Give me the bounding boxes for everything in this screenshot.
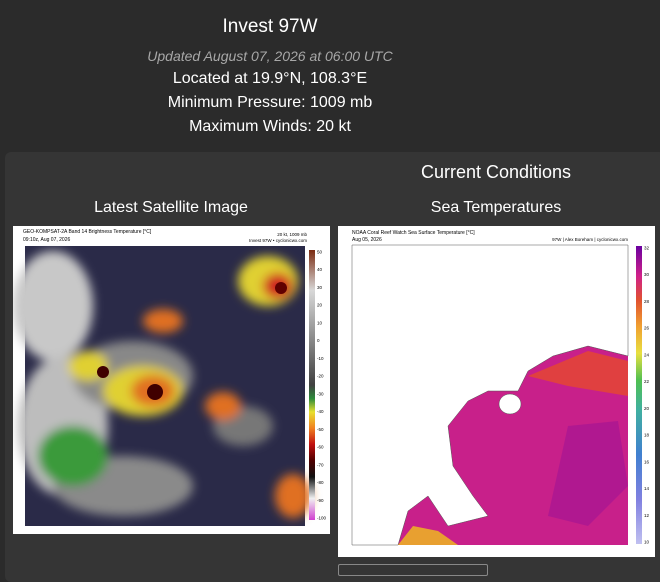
sst-title: Sea Temperatures [430,199,562,216]
image-title: NOAA Coral Reef Watch Sea Surface Temper… [352,230,475,236]
colorbar-label: 30 [644,272,650,277]
colorbar-label: -10 [317,356,324,361]
colorbar-label: 24 [644,352,650,357]
colorbar [636,246,642,544]
colorbar-label: -80 [317,480,324,485]
colorbar-label: 18 [644,433,650,438]
colorbar-label: -40 [317,409,324,414]
colorbar-label: 22 [644,379,650,384]
satellite-image[interactable]: GEO-KOMPSAT-2A Band 14 Brightness Temper… [13,226,330,534]
section-title: Current Conditions [420,162,572,182]
colorbar-label: -60 [317,445,324,450]
colorbar-label: 40 [317,267,323,272]
colorbar-label: -90 [317,498,324,503]
colorbar [309,250,315,520]
colorbar-label: -50 [317,427,324,432]
image-credit: Invest 97W • cyclonicwx.com [249,238,307,243]
colorbar-label: 20 [317,303,323,308]
winds: Maximum Winds: 20 kt [189,118,351,135]
colorbar-label: -100 [317,516,327,521]
colorbar-label: 32 [644,246,650,251]
button[interactable] [338,564,488,576]
colorbar-label: 10 [317,320,323,325]
pressure: Minimum Pressure: 1009 mb [167,94,373,111]
image-credit: 97W | Alex Boreham | cyclonicwx.com [552,237,628,242]
colorbar-label: 20 [644,406,650,411]
satellite-title: Latest Satellite Image [94,199,248,216]
updated: Updated August 07, 2026 at 06:00 UTC [147,48,393,64]
colorbar-label: -20 [317,374,324,379]
colorbar-label: -30 [317,391,324,396]
image-time: Aug 05, 2026 [352,237,382,243]
image-time: 09:10z, Aug 07, 2026 [23,237,70,243]
colorbar-label: 28 [644,299,650,304]
image-info: 20 kt, 1009 mb [277,232,307,237]
colorbar-label: 10 [644,540,650,545]
image-title: GEO-KOMPSAT-2A Band 14 Brightness Temper… [23,229,152,235]
colorbar-label: 0 [317,338,320,343]
colorbar-label: 16 [644,459,650,464]
storm-title: Invest 97W [222,16,318,37]
colorbar-label: 14 [644,486,650,491]
colorbar-label: 26 [644,326,650,331]
sst-image[interactable]: NOAA Coral Reef Watch Sea Surface Temper… [338,226,655,557]
colorbar-label: 12 [644,513,650,518]
colorbar-label: 50 [317,250,323,255]
location: Located at 19.9°N, 108.3°E [172,70,368,87]
colorbar-label: -70 [317,462,324,467]
colorbar-label: 30 [317,285,323,290]
